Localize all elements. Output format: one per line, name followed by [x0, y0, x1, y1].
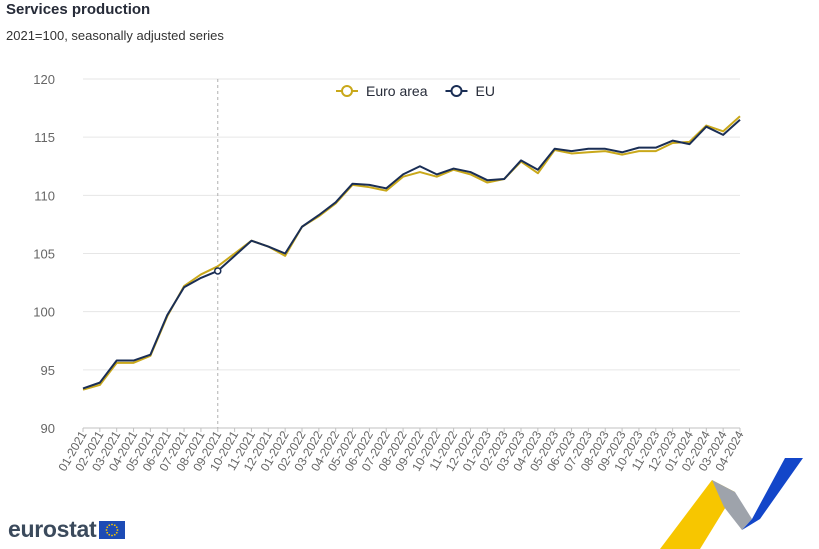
legend-item-label[interactable]: Euro area [366, 83, 428, 99]
flag-star [106, 525, 109, 528]
y-tick-label: 115 [34, 130, 55, 145]
flag-star [116, 525, 119, 528]
flag-star [114, 523, 116, 526]
decoration-grey-stripe [712, 480, 752, 530]
legend-swatch-marker [450, 85, 463, 97]
decoration-yellow-stripe [660, 480, 735, 549]
chart-subtitle: 2021=100, seasonally adjusted series [6, 28, 224, 43]
logo-text: eurostat [8, 516, 97, 542]
y-tick-label: 95 [41, 363, 55, 378]
flag-star [116, 528, 119, 531]
legend-swatch-marker [341, 85, 353, 97]
series-line-euro-area[interactable] [82, 115, 741, 391]
y-tick-label: 100 [33, 305, 55, 320]
y-tick-label: 90 [41, 421, 55, 436]
series-line-eu[interactable] [82, 118, 741, 390]
highlight-point[interactable] [214, 267, 222, 275]
decoration-blue-stripe [742, 458, 803, 530]
flag-star [108, 523, 111, 526]
y-tick-label: 105 [33, 247, 55, 262]
eu-flag-icon [99, 520, 126, 539]
y-tick-label: 110 [34, 188, 55, 203]
chart-title: Services production [6, 1, 151, 18]
flag-star [105, 528, 108, 531]
flag-star [108, 533, 111, 536]
flag-star [116, 531, 119, 534]
flag-star [114, 533, 116, 536]
flag-star [111, 534, 114, 536]
flag-star [111, 523, 114, 525]
legend-item-label[interactable]: EU [475, 83, 494, 99]
eurostat-logo: eurostat [8, 516, 126, 543]
flag-star [106, 531, 109, 534]
y-tick-label: 120 [33, 72, 55, 87]
